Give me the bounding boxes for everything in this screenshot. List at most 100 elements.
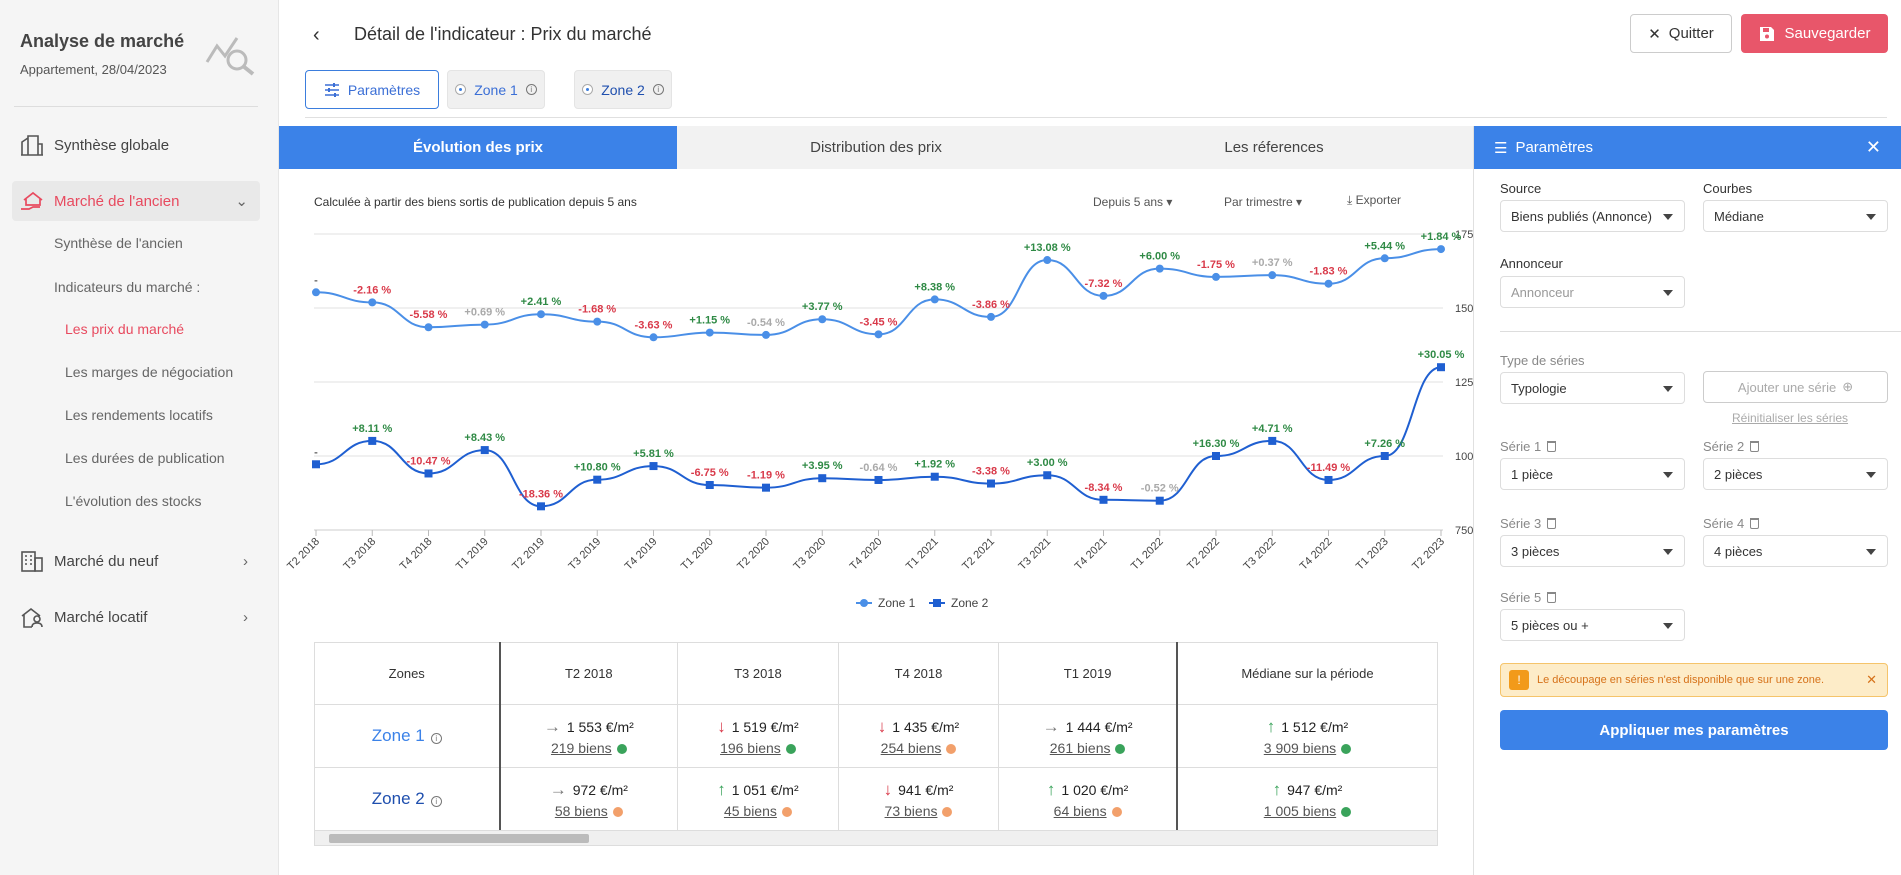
data-point[interactable] bbox=[593, 475, 602, 484]
data-point[interactable] bbox=[424, 323, 433, 332]
biens-link[interactable]: 219 biens bbox=[550, 739, 612, 756]
data-point[interactable] bbox=[1155, 264, 1164, 273]
legend-label[interactable]: Zone 1 bbox=[878, 596, 916, 610]
data-point[interactable] bbox=[705, 481, 714, 490]
serie2-select[interactable]: 2 pièces bbox=[1703, 458, 1888, 490]
serie3-select[interactable]: 3 pièces bbox=[1500, 535, 1685, 567]
scrollbar-thumb[interactable] bbox=[329, 834, 589, 843]
data-point[interactable] bbox=[930, 295, 939, 304]
quit-button[interactable]: ✕ Quitter bbox=[1630, 14, 1732, 53]
tab-distribution-prix[interactable]: Distribution des prix bbox=[810, 139, 942, 156]
data-point[interactable] bbox=[480, 320, 489, 329]
tab-evolution-prix[interactable]: Évolution des prix bbox=[279, 126, 677, 169]
data-point[interactable] bbox=[368, 298, 377, 307]
data-point[interactable] bbox=[930, 472, 939, 481]
export-button[interactable]: ⤓ Exporter bbox=[1347, 193, 1401, 208]
biens-link[interactable]: 45 biens bbox=[723, 802, 777, 819]
type-series-select[interactable]: Typologie bbox=[1500, 372, 1685, 404]
data-point[interactable] bbox=[368, 436, 377, 445]
biens-link[interactable]: 261 biens bbox=[1049, 739, 1111, 756]
data-point[interactable] bbox=[1099, 495, 1108, 504]
horizontal-scrollbar[interactable] bbox=[314, 830, 1438, 846]
sub-synthese-ancien[interactable]: Synthèse de l'ancien bbox=[54, 235, 183, 251]
data-point[interactable] bbox=[1380, 254, 1389, 263]
data-point[interactable] bbox=[818, 315, 827, 324]
data-point[interactable] bbox=[1324, 279, 1333, 288]
serie4-select[interactable]: 4 pièces bbox=[1703, 535, 1888, 567]
trash-icon[interactable] bbox=[1750, 441, 1760, 452]
sub-rendements-locatifs[interactable]: Les rendements locatifs bbox=[65, 407, 213, 423]
tab-references[interactable]: Les réferences bbox=[1224, 139, 1324, 156]
data-point[interactable] bbox=[649, 462, 658, 471]
info-icon[interactable]: i bbox=[652, 84, 664, 95]
parameters-button[interactable]: Paramètres bbox=[305, 70, 439, 109]
data-point[interactable] bbox=[874, 330, 883, 339]
data-point[interactable] bbox=[537, 310, 545, 319]
data-point[interactable] bbox=[987, 479, 995, 488]
close-panel-icon[interactable]: ✕ bbox=[1865, 137, 1881, 157]
zone1-toggle[interactable]: Zone 1 i bbox=[447, 70, 545, 109]
info-icon[interactable]: i bbox=[525, 84, 537, 95]
data-point[interactable] bbox=[1155, 496, 1164, 505]
data-point[interactable] bbox=[1268, 271, 1277, 280]
data-point[interactable] bbox=[424, 469, 433, 478]
nav-marche-neuf[interactable]: Marché du neuf › bbox=[12, 541, 260, 581]
data-point[interactable] bbox=[1437, 363, 1445, 372]
zone2-toggle[interactable]: Zone 2 i bbox=[574, 70, 672, 109]
add-series-button[interactable]: Ajouter une série ⊕ bbox=[1703, 371, 1888, 403]
data-point[interactable] bbox=[593, 317, 602, 326]
biens-link[interactable]: 196 biens bbox=[720, 739, 781, 756]
biens-link[interactable]: 58 biens bbox=[554, 802, 608, 819]
courbes-select[interactable]: Médiane bbox=[1703, 200, 1888, 232]
back-chevron-icon[interactable]: ‹ bbox=[313, 24, 320, 46]
data-point[interactable] bbox=[705, 328, 714, 337]
data-point[interactable] bbox=[312, 460, 320, 469]
close-warning-icon[interactable]: ✕ bbox=[1866, 672, 1877, 687]
biens-link[interactable]: 3 909 biens bbox=[1263, 739, 1337, 756]
save-button[interactable]: Sauvegarder bbox=[1741, 14, 1888, 53]
trash-icon[interactable] bbox=[1547, 441, 1557, 452]
data-point[interactable] bbox=[1212, 452, 1220, 460]
legend-label[interactable]: Zone 2 bbox=[951, 596, 989, 610]
nav-marche-ancien[interactable]: Marché de l'ancien ⌄ bbox=[12, 181, 260, 221]
sub-marges-negociation[interactable]: Les marges de négociation bbox=[65, 364, 234, 380]
data-point[interactable] bbox=[649, 333, 658, 342]
source-select[interactable]: Biens publiés (Annonce) bbox=[1500, 200, 1685, 232]
annonceur-select[interactable]: Annonceur bbox=[1500, 276, 1685, 308]
sub-prix-marche[interactable]: Les prix du marché bbox=[65, 321, 185, 337]
biens-link[interactable]: 1 005 biens bbox=[1263, 802, 1337, 819]
sub-durees-publication[interactable]: Les durées de publication bbox=[65, 450, 225, 466]
info-icon[interactable]: i bbox=[430, 733, 442, 744]
biens-link[interactable]: 254 biens bbox=[880, 739, 942, 756]
apply-parameters-button[interactable]: Appliquer mes paramètres bbox=[1500, 710, 1888, 750]
biens-link[interactable]: 73 biens bbox=[884, 802, 938, 819]
data-point[interactable] bbox=[987, 312, 995, 321]
trash-icon[interactable] bbox=[1750, 518, 1760, 529]
serie5-select[interactable]: 5 pièces ou + bbox=[1500, 609, 1685, 641]
reset-series-link[interactable]: Réinitialiser les séries bbox=[1732, 411, 1849, 425]
info-icon[interactable]: i bbox=[430, 796, 442, 807]
data-point[interactable] bbox=[1099, 291, 1108, 300]
sub-evolution-stocks[interactable]: L'évolution des stocks bbox=[65, 493, 202, 509]
data-point[interactable] bbox=[1380, 452, 1389, 460]
data-point[interactable] bbox=[480, 446, 489, 455]
nav-marche-locatif[interactable]: Marché locatif › bbox=[12, 597, 260, 637]
data-point[interactable] bbox=[312, 288, 320, 297]
trash-icon[interactable] bbox=[1547, 592, 1557, 603]
biens-link[interactable]: 64 biens bbox=[1053, 802, 1107, 819]
trash-icon[interactable] bbox=[1547, 518, 1557, 529]
data-point[interactable] bbox=[762, 330, 770, 339]
zone-cell[interactable]: Zone 2 i bbox=[314, 767, 501, 831]
data-point[interactable] bbox=[818, 474, 827, 483]
serie1-select[interactable]: 1 pièce bbox=[1500, 458, 1685, 490]
granularity-dropdown[interactable]: Par trimestre ▾ bbox=[1224, 195, 1302, 209]
period-dropdown[interactable]: Depuis 5 ans ▾ bbox=[1093, 195, 1172, 209]
data-point[interactable] bbox=[1324, 475, 1333, 484]
nav-synthese-globale[interactable]: Synthèse globale bbox=[12, 125, 260, 165]
data-point[interactable] bbox=[874, 475, 883, 484]
data-point[interactable] bbox=[1043, 471, 1052, 480]
data-point[interactable] bbox=[762, 483, 770, 492]
data-point[interactable] bbox=[1437, 245, 1445, 254]
data-point[interactable] bbox=[1043, 256, 1052, 265]
data-point[interactable] bbox=[1268, 436, 1277, 445]
